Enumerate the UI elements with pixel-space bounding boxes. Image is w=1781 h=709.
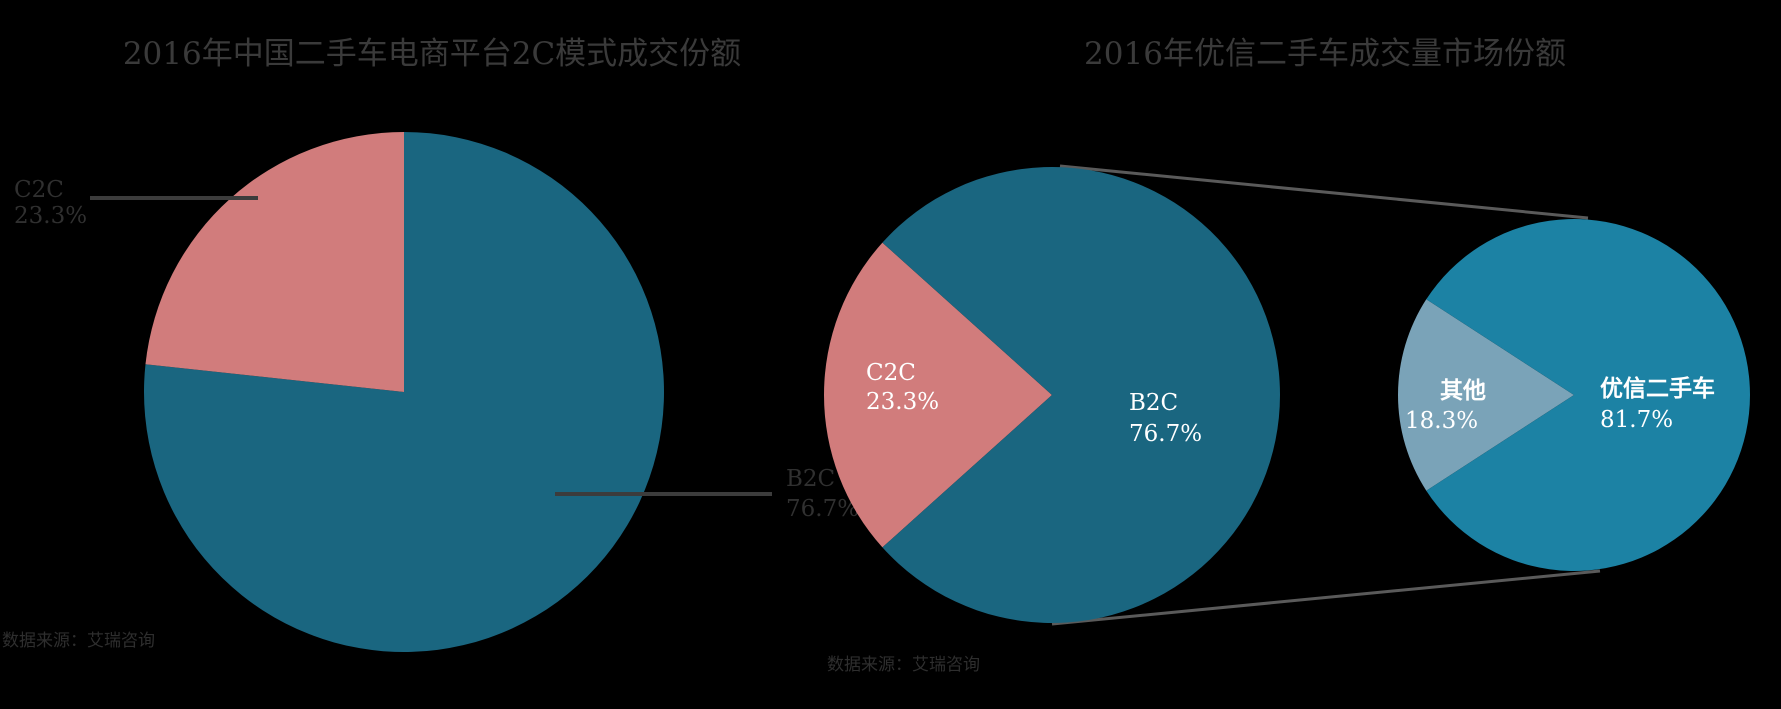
breakdown-other-value: 18.3%	[1405, 408, 1478, 434]
right-chart-title: 2016年优信二手车成交量市场份额	[1084, 36, 1566, 72]
breakdown-other-label: 其他	[1440, 377, 1486, 404]
left-c2c-label: C2C	[14, 177, 64, 203]
right-main-pie	[824, 167, 1280, 624]
breakdown-pie-slice-1	[1426, 219, 1751, 571]
left-source-note: 数据来源：艾瑞咨询	[2, 631, 155, 651]
left-b2c-label: B2C	[786, 466, 835, 492]
breakdown-youxin-label: 优信二手车	[1600, 375, 1715, 402]
breakdown-pie-slice-0	[1397, 299, 1574, 491]
right-pie-slice-1	[882, 167, 1280, 624]
left-c2c-value: 23.3%	[14, 203, 87, 229]
right-c2c-value: 23.3%	[866, 389, 939, 415]
right-b2c-value: 76.7%	[1129, 421, 1202, 447]
left-pie-slice-1	[145, 132, 404, 392]
breakdown-youxin-value: 81.7%	[1600, 407, 1673, 433]
left-chart-title: 2016年中国二手车电商平台2C模式成交份额	[123, 36, 741, 72]
right-source-note: 数据来源：艾瑞咨询	[827, 655, 980, 675]
right-pie-slice-0	[824, 242, 1052, 548]
right-breakdown-pie	[1397, 219, 1751, 571]
left-b2c-value: 76.7%	[786, 496, 859, 522]
right-c2c-label: C2C	[866, 360, 916, 386]
right-b2c-label: B2C	[1129, 390, 1178, 416]
connector-line-bottom	[1051, 569, 1601, 626]
left-pie	[144, 132, 664, 652]
connector-line-top	[1059, 164, 1589, 220]
